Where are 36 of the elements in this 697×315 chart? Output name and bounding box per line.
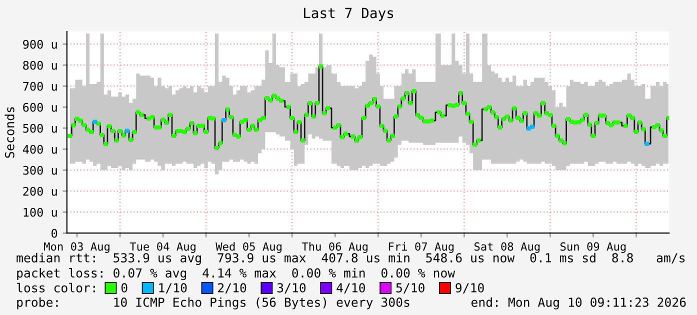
x-tick-label: Tue 04 Aug (130, 242, 196, 253)
legend-label: 2/10 (218, 283, 246, 294)
x-tick-label: Sat 08 Aug (474, 242, 540, 253)
x-tick-label: Sun 09 Aug (560, 242, 626, 253)
y-tick-label: 200 u (23, 186, 57, 196)
legend-title: loss color: (16, 282, 95, 292)
x-tick-label: Fri 07 Aug (388, 242, 454, 253)
y-tick-label: 800 u (23, 60, 57, 70)
y-tick-label: 900 u (23, 40, 57, 49)
point (222, 118, 226, 122)
x-tick-label: Thu 06 Aug (302, 242, 368, 253)
x-tick-label: Wed 05 Aug (216, 242, 282, 253)
point (644, 142, 650, 146)
legend-label: 9/10 (456, 283, 484, 294)
point (125, 128, 130, 133)
point (92, 120, 98, 124)
y-tick-label: 600 u (23, 102, 57, 112)
text: median rtt: 533.9 us avg 793.9 us max 407.8 us min 548.6 us now 0.1 ms sd 8.8 am/s (16, 252, 685, 265)
text: probe: 10 ICMP Echo Pings (56 Bytes) every 300s (17, 297, 410, 310)
y-tick-label: 0 (52, 228, 58, 238)
y-tick-label: 300 u (23, 166, 57, 175)
chart-title: Last 7 Days (304, 8, 394, 21)
text: end: Mon Aug 10 09:11:23 2026 (471, 297, 686, 310)
y-tick-label: 400 u (22, 144, 57, 154)
legend-label: 3/10 (277, 283, 306, 294)
y-tick-label: 700 u (23, 82, 57, 91)
text: packet loss: 0.07 % avg 4.14 % max 0.00 % min 0.00 % now (17, 268, 456, 280)
y-tick-label: 100 u (24, 208, 57, 217)
y-axis-title: Seconds (4, 107, 14, 158)
y-tick-label: 500 u (23, 124, 57, 133)
legend-label: 1/10 (159, 283, 187, 294)
point (530, 124, 534, 129)
x-tick-label: Mon 03 Aug (44, 242, 110, 253)
legend-label: 5/10 (396, 283, 424, 294)
legend-label: 4/10 (336, 283, 365, 294)
legend-label: 0 (121, 283, 128, 292)
